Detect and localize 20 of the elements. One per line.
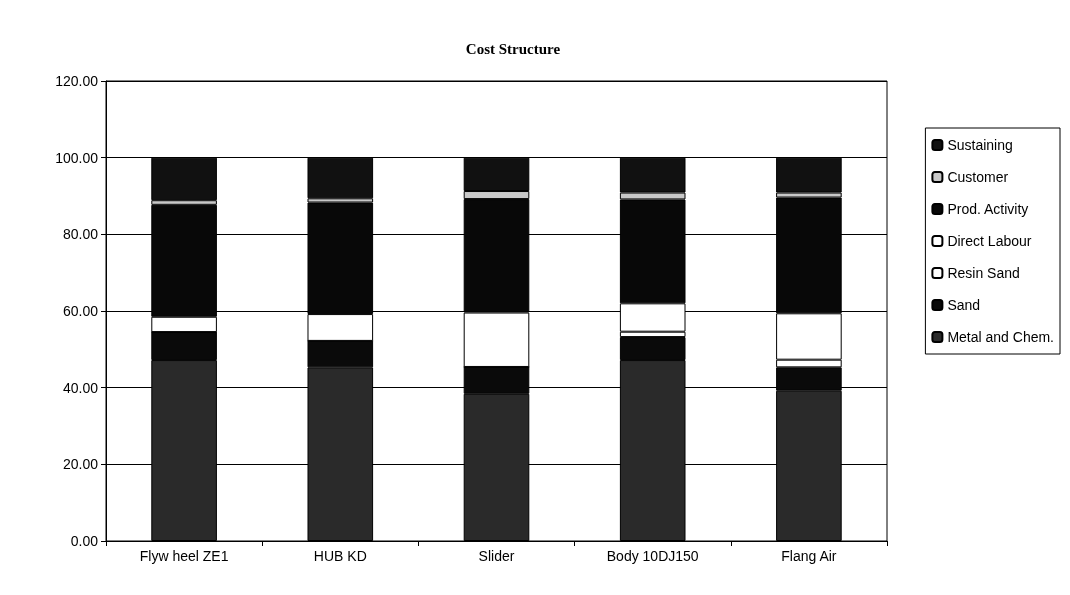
x-tick-label: Flyw heel ZE1 — [139, 548, 229, 564]
x-tick-label: HUB KD — [313, 548, 367, 564]
y-tick-label: 60.00 — [62, 303, 99, 319]
x-tick-label: Body 10DJ150 — [606, 548, 699, 564]
y-tick-label: 120.00 — [55, 73, 99, 89]
legend-label: Prod. Activity — [947, 201, 1029, 217]
legend-label: Resin Sand — [947, 265, 1020, 281]
y-tick-label: 80.00 — [62, 226, 99, 243]
y-tick-label: 20.00 — [62, 456, 99, 473]
legend-label: Metal and Chem. — [947, 329, 1054, 345]
x-tick-label: Slider — [478, 548, 515, 564]
legend-label: Sand — [947, 297, 981, 313]
y-tick-label: 0.00 — [70, 533, 99, 549]
chart-title: Cost Structure — [465, 40, 561, 57]
y-tick-label: 40.00 — [62, 379, 99, 396]
x-tick-label: Flang Air — [781, 548, 837, 564]
legend-label: Direct Labour — [947, 233, 1032, 249]
legend-label: Customer — [947, 169, 1009, 185]
y-tick-label: 100.00 — [55, 149, 99, 166]
legend-label: Sustaining — [947, 137, 1013, 153]
